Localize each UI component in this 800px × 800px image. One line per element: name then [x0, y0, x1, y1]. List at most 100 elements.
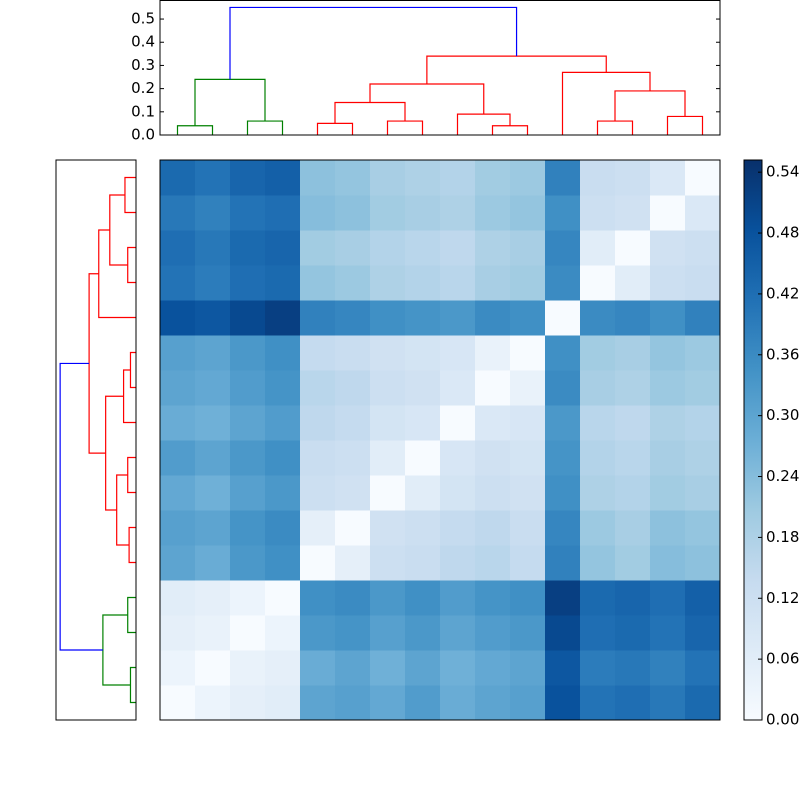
- dendrogram-link: [127, 246, 136, 284]
- heatmap-cell: [510, 405, 546, 441]
- heatmap-cell: [545, 265, 581, 301]
- heatmap-cell: [545, 230, 581, 266]
- dendrogram-link: [129, 666, 136, 704]
- heatmap-cell: [370, 580, 406, 616]
- colorbar-tick-label: 0.12: [766, 589, 799, 607]
- heatmap-cell: [335, 335, 371, 371]
- heatmap-cell: [230, 510, 266, 546]
- heatmap-cell: [265, 650, 301, 686]
- heatmap-cell: [650, 405, 686, 441]
- heatmap-cell: [440, 510, 476, 546]
- heatmap-cell: [685, 160, 721, 196]
- heatmap-cell: [650, 230, 686, 266]
- heatmap-cell: [650, 300, 686, 336]
- heatmap-cell: [615, 160, 651, 196]
- heatmap-cell: [475, 195, 511, 231]
- heatmap-cell: [580, 615, 616, 651]
- colorbar-tick-label: 0.24: [766, 467, 799, 485]
- heatmap-cell: [545, 370, 581, 406]
- heatmap-cell: [580, 475, 616, 511]
- heatmap-cell: [545, 650, 581, 686]
- heatmap-cell: [580, 195, 616, 231]
- heatmap-cell: [370, 475, 406, 511]
- heatmap-cell: [230, 650, 266, 686]
- heatmap-cell: [545, 615, 581, 651]
- heatmap-cell: [685, 510, 721, 546]
- y-tick-label: 0.3: [131, 56, 155, 74]
- heatmap-cell: [195, 195, 231, 231]
- heatmap-cell: [335, 300, 371, 336]
- heatmap-cell: [335, 685, 371, 721]
- heatmap-cell: [650, 615, 686, 651]
- heatmap-cell: [230, 475, 266, 511]
- heatmap-cell: [405, 300, 441, 336]
- heatmap-cell: [545, 545, 581, 581]
- heatmap-cell: [615, 615, 651, 651]
- heatmap-cell: [160, 685, 196, 721]
- heatmap-cell: [580, 685, 616, 721]
- heatmap-cell: [335, 405, 371, 441]
- heatmap-cell: [230, 335, 266, 371]
- heatmap-cell: [160, 650, 196, 686]
- colorbar-tick-label: 0.48: [766, 224, 799, 242]
- dendrogram-link: [128, 526, 136, 564]
- dendrogram-link: [334, 101, 406, 124]
- heatmap-cell: [160, 615, 196, 651]
- dendrogram-link: [229, 6, 518, 80]
- heatmap-cell: [300, 650, 336, 686]
- heatmap-cell: [300, 265, 336, 301]
- heatmap-cell: [230, 615, 266, 651]
- heatmap-cell: [615, 370, 651, 406]
- heatmap-cell: [265, 440, 301, 476]
- heatmap-cell: [230, 685, 266, 721]
- heatmap-cell: [335, 160, 371, 196]
- heatmap-cell: [370, 440, 406, 476]
- heatmap-cell: [545, 160, 581, 196]
- colorbar-tick-label: 0.42: [766, 284, 799, 302]
- heatmap-cell: [195, 650, 231, 686]
- heatmap-cell: [370, 300, 406, 336]
- heatmap-cell: [615, 510, 651, 546]
- heatmap-cell: [405, 160, 441, 196]
- heatmap-cell: [230, 230, 266, 266]
- heatmap-cell: [580, 510, 616, 546]
- dendrogram-link: [426, 55, 607, 84]
- dendrogram-link: [246, 120, 284, 135]
- heatmap-cell: [300, 160, 336, 196]
- heatmap-cell: [440, 685, 476, 721]
- heatmap-cell: [440, 195, 476, 231]
- heatmap-cell: [615, 650, 651, 686]
- heatmap-cell: [440, 615, 476, 651]
- heatmap-cell: [650, 370, 686, 406]
- heatmap-cell: [510, 510, 546, 546]
- heatmap-cell: [440, 440, 476, 476]
- heatmap-cell: [195, 405, 231, 441]
- heatmap-cell: [650, 650, 686, 686]
- heatmap-cell: [405, 230, 441, 266]
- heatmap-cell: [405, 440, 441, 476]
- heatmap-cell: [685, 300, 721, 336]
- dendrogram-link: [59, 362, 103, 651]
- heatmap-cell: [335, 475, 371, 511]
- heatmap-cell: [475, 510, 511, 546]
- heatmap-cell: [230, 370, 266, 406]
- heatmap-cell: [440, 545, 476, 581]
- heatmap-cell: [475, 300, 511, 336]
- heatmap-cell: [580, 405, 616, 441]
- heatmap-cell: [405, 265, 441, 301]
- dendrogram-link: [105, 395, 124, 511]
- heatmap-cell: [405, 510, 441, 546]
- dendrogram-link: [316, 122, 354, 135]
- heatmap-cell: [475, 370, 511, 406]
- heatmap-cell: [475, 160, 511, 196]
- heatmap-cell: [510, 230, 546, 266]
- heatmap-cell: [510, 475, 546, 511]
- heatmap-cell: [405, 195, 441, 231]
- heatmap-cell: [160, 160, 196, 196]
- heatmap-cell: [650, 440, 686, 476]
- heatmap-cell: [440, 370, 476, 406]
- heatmap-cell: [685, 615, 721, 651]
- heatmap-cell: [335, 580, 371, 616]
- heatmap-cell: [335, 195, 371, 231]
- heatmap-cell: [195, 335, 231, 371]
